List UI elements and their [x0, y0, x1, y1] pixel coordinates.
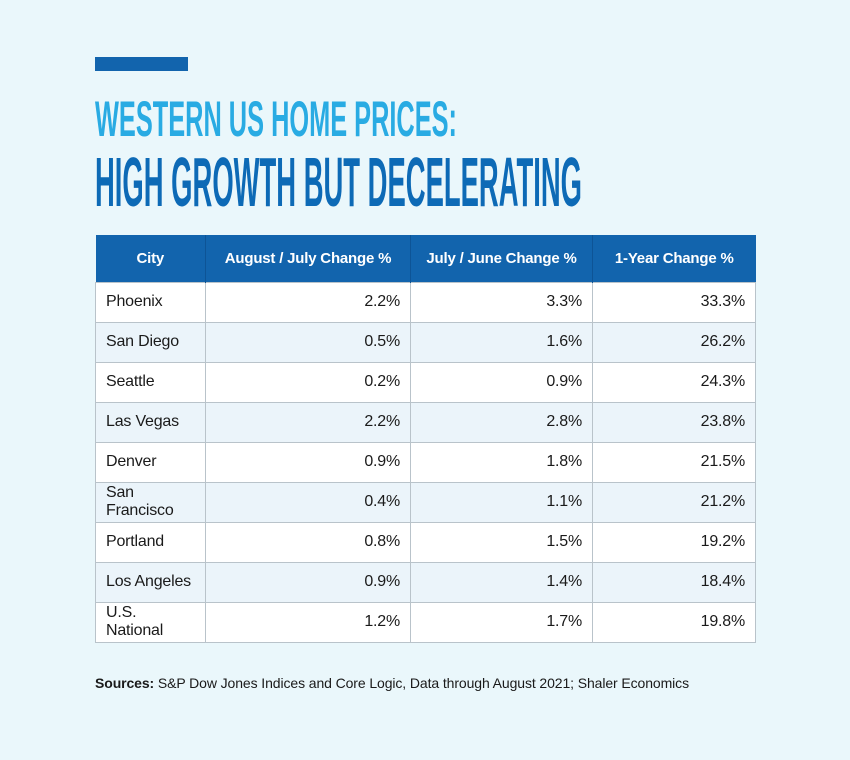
jul-jun-cell: 1.5%	[410, 521, 593, 563]
one-year-cell: 21.5%	[592, 441, 756, 483]
table-row-phoenix: Phoenix 2.2% 3.3% 33.3%	[95, 281, 756, 323]
aug-jul-cell: 2.2%	[205, 281, 411, 323]
column-header-city: City	[95, 235, 206, 282]
aug-jul-cell: 2.2%	[205, 401, 411, 443]
city-cell: San Diego	[95, 321, 206, 363]
home-prices-table: City August / July Change % July / June …	[95, 235, 756, 643]
jul-jun-cell: 1.6%	[410, 321, 593, 363]
sources-text: S&P Dow Jones Indices and Core Logic, Da…	[154, 675, 689, 691]
jul-jun-cell: 1.7%	[410, 601, 593, 643]
city-cell: San Francisco	[95, 481, 206, 523]
city-cell: Seattle	[95, 361, 206, 403]
table-row-las-vegas: Las Vegas 2.2% 2.8% 23.8%	[95, 401, 756, 443]
jul-jun-cell: 3.3%	[410, 281, 593, 323]
table-header-row: City August / July Change % July / June …	[95, 235, 756, 282]
page-title-main: HIGH GROWTH BUT DECELERATING	[95, 143, 582, 221]
city-cell: Portland	[95, 521, 206, 563]
table-row-los-angeles: Los Angeles 0.9% 1.4% 18.4%	[95, 561, 756, 603]
sources-label: Sources:	[95, 675, 155, 691]
aug-jul-cell: 0.9%	[205, 441, 411, 483]
table-row-san-francisco: San Francisco 0.4% 1.1% 21.2%	[95, 481, 756, 523]
column-header-1-year: 1-Year Change %	[592, 235, 756, 282]
column-header-jul-jun: July / June Change %	[410, 235, 593, 282]
city-cell: Las Vegas	[95, 401, 206, 443]
jul-jun-cell: 1.8%	[410, 441, 593, 483]
table-row-denver: Denver 0.9% 1.8% 21.5%	[95, 441, 756, 483]
jul-jun-cell: 1.4%	[410, 561, 593, 603]
one-year-cell: 23.8%	[592, 401, 756, 443]
one-year-cell: 19.8%	[592, 601, 756, 643]
table-header: City August / July Change % July / June …	[95, 235, 756, 282]
table-row-san-diego: San Diego 0.5% 1.6% 26.2%	[95, 321, 756, 363]
one-year-cell: 19.2%	[592, 521, 756, 563]
city-cell: Los Angeles	[95, 561, 206, 603]
table-row-seattle: Seattle 0.2% 0.9% 24.3%	[95, 361, 756, 403]
jul-jun-cell: 0.9%	[410, 361, 593, 403]
one-year-cell: 21.2%	[592, 481, 756, 523]
one-year-cell: 26.2%	[592, 321, 756, 363]
jul-jun-cell: 1.1%	[410, 481, 593, 523]
table-body: Phoenix 2.2% 3.3% 33.3% San Diego 0.5% 1…	[95, 281, 756, 643]
aug-jul-cell: 0.4%	[205, 481, 411, 523]
city-cell: U.S. National	[95, 601, 206, 643]
aug-jul-cell: 0.8%	[205, 521, 411, 563]
aug-jul-cell: 0.5%	[205, 321, 411, 363]
aug-jul-cell: 0.9%	[205, 561, 411, 603]
city-cell: Phoenix	[95, 281, 206, 323]
accent-bar	[95, 57, 188, 71]
city-cell: Denver	[95, 441, 206, 483]
table-row-us-national: U.S. National 1.2% 1.7% 19.8%	[95, 601, 756, 643]
one-year-cell: 33.3%	[592, 281, 756, 323]
column-header-aug-jul: August / July Change %	[205, 235, 411, 282]
one-year-cell: 24.3%	[592, 361, 756, 403]
jul-jun-cell: 2.8%	[410, 401, 593, 443]
sources-note: Sources: S&P Dow Jones Indices and Core …	[95, 675, 795, 691]
one-year-cell: 18.4%	[592, 561, 756, 603]
page-title-line1: WESTERN US HOME PRICES:	[95, 91, 457, 147]
page-title-kicker: WESTERN US HOME PRICES:	[95, 91, 457, 147]
aug-jul-cell: 0.2%	[205, 361, 411, 403]
table-row-portland: Portland 0.8% 1.5% 19.2%	[95, 521, 756, 563]
aug-jul-cell: 1.2%	[205, 601, 411, 643]
page-title-line2: HIGH GROWTH BUT DECELERATING	[95, 143, 582, 221]
